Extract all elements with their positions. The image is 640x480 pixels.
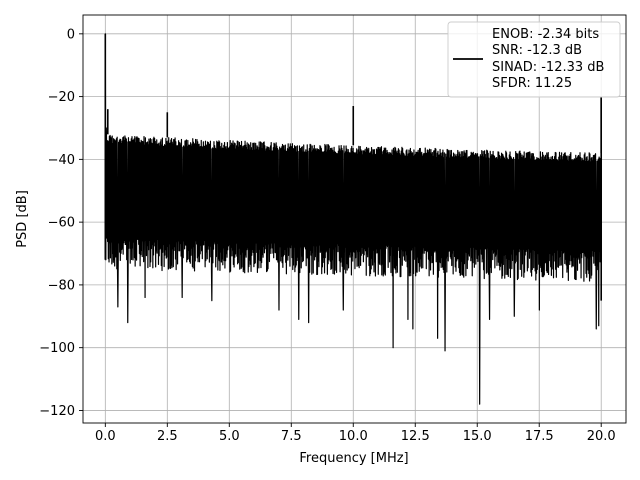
y-axis: 0 −20 −40 −60 −80 −100 −120	[39, 27, 83, 419]
legend-snr: SNR: -12.3 dB	[492, 43, 582, 58]
legend-sfdr: SFDR: 11.25	[492, 76, 572, 91]
x-tick-label: 7.5	[281, 429, 302, 444]
legend: ENOB: -2.34 bits SNR: -12.3 dB SINAD: -1…	[447, 21, 621, 98]
x-tick-label: 5.0	[219, 429, 240, 444]
y-axis-label: PSD [dB]	[15, 190, 30, 248]
legend-enob: ENOB: -2.34 bits	[492, 27, 599, 42]
y-tick-label: −20	[48, 90, 75, 105]
psd-trace	[104, 33, 602, 405]
x-tick-label: 15.0	[463, 429, 492, 444]
x-tick-label: 17.5	[525, 429, 554, 444]
y-tick-label: 0	[67, 27, 75, 42]
x-tick-label: 2.5	[157, 429, 178, 444]
y-tick-label: −40	[48, 153, 75, 168]
y-tick-label: −120	[39, 404, 75, 419]
y-tick-label: −80	[48, 278, 75, 293]
legend-sinad: SINAD: -12.33 dB	[492, 60, 604, 75]
x-tick-label: 12.5	[401, 429, 430, 444]
y-tick-label: −60	[48, 216, 75, 231]
plot-area	[104, 33, 603, 405]
x-tick-label: 0.0	[95, 429, 116, 444]
y-tick-label: −100	[39, 341, 75, 356]
x-axis: 0.0 2.5 5.0 7.5 10.0 12.5 15.0 17.5 20.0	[95, 423, 616, 444]
legend-box	[447, 21, 621, 98]
x-tick-label: 10.0	[339, 429, 368, 444]
x-axis-label: Frequency [MHz]	[299, 451, 408, 466]
axes-frame	[82, 14, 627, 424]
x-tick-label: 20.0	[587, 429, 616, 444]
